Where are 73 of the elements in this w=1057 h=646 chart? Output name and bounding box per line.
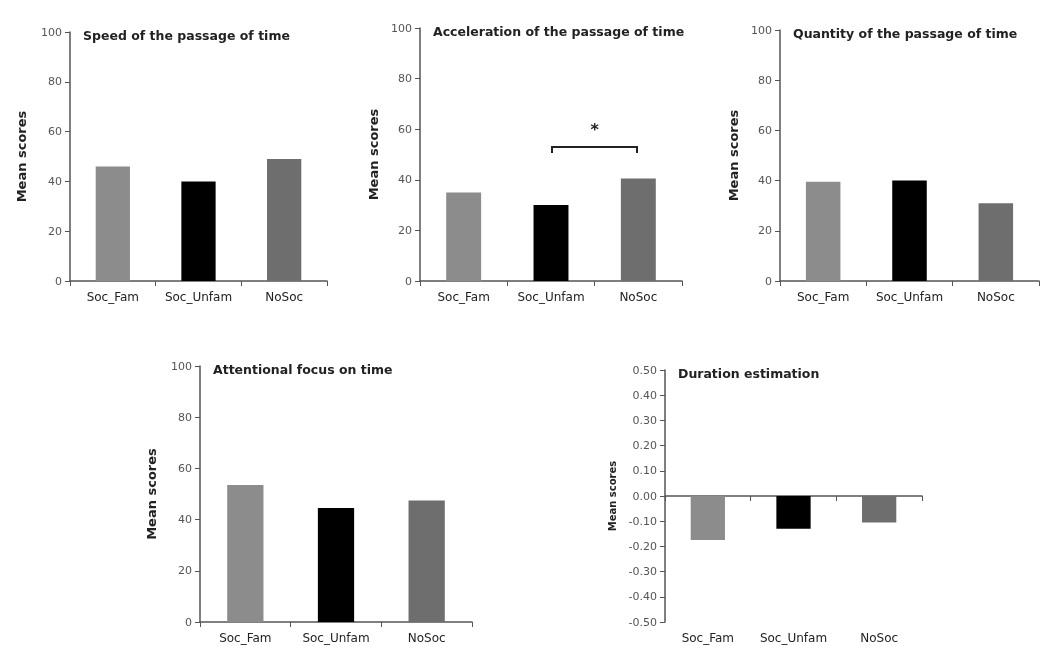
- x-tick-label: NoSoc: [407, 631, 446, 645]
- bar: [620, 178, 656, 281]
- y-tick-label: 40: [48, 174, 62, 188]
- y-tick-label: 0.30: [632, 413, 657, 427]
- x-tick-label: Soc_Fam: [219, 631, 272, 645]
- x-tick-label: Soc_Unfam: [302, 631, 370, 645]
- y-tick-label: -0.10: [628, 514, 657, 528]
- chart-title: Quantity of the passage of time: [793, 26, 1018, 41]
- y-tick-label: 100: [751, 23, 772, 37]
- y-tick-label: 60: [398, 122, 412, 136]
- y-tick-label: 100: [41, 25, 62, 39]
- bar: [805, 181, 841, 281]
- y-tick-label: -0.40: [628, 590, 657, 604]
- x-tick-label: Soc_Fam: [681, 631, 735, 645]
- bar: [408, 500, 445, 622]
- bar: [978, 203, 1014, 281]
- y-tick-label: 20: [178, 564, 192, 578]
- y-tick-label: 0.40: [632, 388, 657, 402]
- bar: [181, 181, 216, 281]
- y-tick-label: 80: [178, 410, 192, 424]
- x-tick-label: NoSoc: [619, 290, 658, 304]
- y-tick-label: 0: [405, 274, 412, 288]
- bar: [227, 485, 264, 622]
- x-tick-label: NoSoc: [976, 290, 1015, 304]
- bar: [317, 508, 355, 622]
- bar: [533, 205, 569, 281]
- y-tick-label: 100: [171, 359, 192, 373]
- y-tick-label: 60: [178, 461, 192, 475]
- y-tick-label: 0: [765, 274, 772, 288]
- y-tick-label: 60: [758, 123, 772, 137]
- bar: [95, 166, 130, 281]
- y-axis-title: Mean scores: [144, 447, 159, 540]
- bar: [892, 180, 927, 281]
- y-tick-label: 0.10: [632, 464, 657, 478]
- y-tick-label: 0.20: [632, 439, 657, 453]
- y-tick-label: 0: [55, 274, 62, 288]
- x-tick-label: Soc_Fam: [796, 290, 850, 304]
- y-tick-label: 20: [758, 224, 772, 238]
- y-tick-label: 40: [178, 513, 192, 527]
- x-tick-label: Soc_Unfam: [164, 290, 233, 304]
- x-tick-label: Soc_Unfam: [875, 290, 944, 304]
- y-tick-label: -0.20: [628, 539, 657, 553]
- y-tick-label: 80: [398, 72, 412, 86]
- y-tick-label: 0: [185, 615, 192, 629]
- annotation: *: [590, 120, 600, 140]
- chart-title: Acceleration of the passage of time: [433, 24, 685, 39]
- y-tick-label: 0.50: [632, 363, 657, 377]
- y-axis-title: Mean scores: [366, 108, 382, 201]
- x-tick-label: Soc_Fam: [86, 290, 140, 304]
- y-tick-label: 100: [391, 21, 412, 35]
- y-axis-title: Mean scores: [726, 109, 741, 202]
- y-tick-label: 0.00: [632, 489, 657, 503]
- y-tick-label: 40: [398, 173, 412, 187]
- y-tick-label: -0.50: [628, 615, 657, 629]
- y-tick-label: 80: [48, 75, 62, 89]
- y-axis-title: Mean scores: [14, 110, 29, 203]
- x-tick-label: NoSoc: [860, 631, 899, 645]
- y-tick-label: 40: [758, 174, 772, 188]
- y-tick-label: 60: [48, 125, 62, 139]
- bar: [446, 192, 482, 281]
- x-tick-label: Soc_Unfam: [759, 631, 828, 645]
- y-tick-label: 20: [398, 223, 412, 237]
- chart-title: Duration estimation: [678, 366, 820, 381]
- x-tick-label: Soc_Unfam: [517, 290, 585, 304]
- y-tick-label: -0.30: [628, 565, 657, 579]
- y-tick-label: 20: [48, 224, 62, 238]
- y-tick-label: 80: [758, 73, 772, 87]
- chart-title: Attentional focus on time: [213, 362, 393, 377]
- chart-title: Speed of the passage of time: [83, 28, 290, 43]
- x-tick-label: Soc_Fam: [437, 290, 490, 304]
- x-tick-label: NoSoc: [265, 290, 304, 304]
- bar: [267, 158, 302, 281]
- y-axis-title: Mean scores: [607, 460, 619, 532]
